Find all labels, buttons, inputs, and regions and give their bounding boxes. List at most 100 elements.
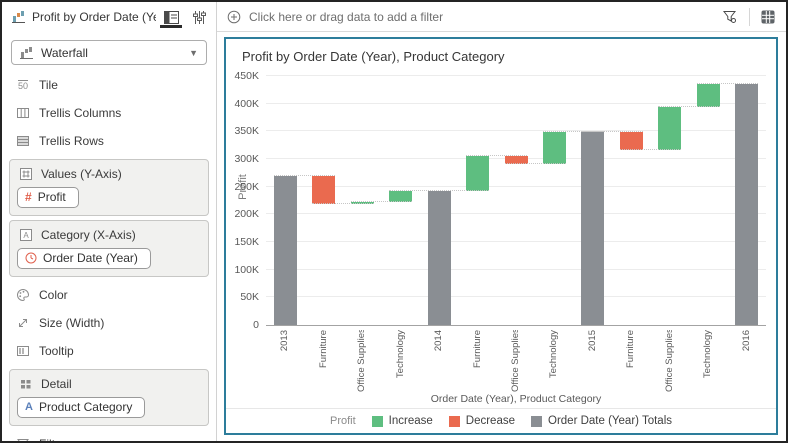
gridline xyxy=(266,268,766,270)
y-tick-label: 450K xyxy=(234,70,259,82)
x-tick-label: Technology xyxy=(702,330,714,379)
legend-title: Profit xyxy=(329,415,356,427)
sidebar-item-label: Size (Width) xyxy=(39,316,105,330)
sidebar-item-color[interactable]: Color xyxy=(2,281,216,309)
connector-line xyxy=(542,131,605,133)
plot-area: 0 50K 100K 150K 200K 250K 300K 350K 400K 450K xyxy=(234,70,766,331)
y-tick-label: 250K xyxy=(234,180,259,193)
toolbar-divider xyxy=(749,7,750,26)
legend-item-decrease[interactable]: Decrease xyxy=(448,415,515,427)
sidebar-header: Profit by Order Date (Year), Pr... xyxy=(2,2,216,32)
filter-placeholder: Click here or drag data to add a filter xyxy=(249,9,444,24)
increase-swatch xyxy=(371,415,383,427)
y-tick-label: 400K xyxy=(234,97,259,110)
connector-line xyxy=(312,202,374,204)
main-area: Click here or drag data to add a filter … xyxy=(217,2,786,441)
waterfall-bar-office-supplies-increase[interactable] xyxy=(658,107,682,151)
waterfall-bar-2016-total[interactable] xyxy=(735,84,759,325)
y-tick-label: 350K xyxy=(234,125,259,138)
settings-sliders-icon[interactable] xyxy=(190,6,208,28)
y-tick-label: 200K xyxy=(234,208,259,221)
chart-title: Profit by Order Date (Year), Product Cat… xyxy=(242,49,505,64)
y-tick-label: 0 xyxy=(253,319,259,331)
sidebar-item-size-width[interactable]: Size (Width) xyxy=(2,309,216,337)
sidebar-item-filters[interactable]: Filters xyxy=(2,430,216,441)
waterfall-bar-technology-increase[interactable] xyxy=(696,84,720,107)
gridline xyxy=(266,296,766,298)
x-tick-label: 2016 xyxy=(740,330,752,352)
x-tick-label: Office Supplies xyxy=(510,330,521,392)
chart-area: Profit 0 50K 100K 150K 200K 250K 300K 350K 400K 4… xyxy=(226,70,776,433)
connector-line xyxy=(581,131,643,133)
y-tick-label: 50K xyxy=(240,291,259,304)
pill-label: Profit xyxy=(37,190,66,204)
connector-line xyxy=(466,154,528,156)
product-category-pill[interactable]: A Product Category xyxy=(17,397,146,418)
clock-icon xyxy=(25,252,37,264)
sidebar-item-trellis-columns[interactable]: Trellis Columns xyxy=(2,99,216,127)
waterfall-bar-2013-total[interactable] xyxy=(273,175,297,325)
waterfall-bar-2015-total[interactable] xyxy=(581,132,605,325)
visualization-card[interactable]: Profit by Order Date (Year), Product Cat… xyxy=(224,37,778,435)
color-palette-icon xyxy=(16,288,30,302)
x-tick-label: Office Supplies xyxy=(356,330,368,392)
legend-label: Decrease xyxy=(465,415,515,427)
connector-line xyxy=(619,149,682,151)
legend-label: Order Date (Year) Totals xyxy=(548,415,673,427)
connector-line xyxy=(504,162,566,164)
sidebar-item-label: Tile xyxy=(39,78,58,92)
canvas: Profit by Order Date (Year), Product Cat… xyxy=(217,32,786,441)
legend: Profit Increase Decrease Order Date (Yea… xyxy=(226,408,776,433)
filter-options-icon[interactable] xyxy=(721,9,739,25)
gridline xyxy=(266,185,766,187)
sidebar-item-label: Tooltip xyxy=(39,344,74,358)
text-attribute-icon: A xyxy=(25,401,33,413)
x-tick-label: 2014 xyxy=(433,330,445,352)
waterfall-bar-furniture-increase[interactable] xyxy=(466,155,490,191)
legend-item-totals[interactable]: Order Date (Year) Totals xyxy=(531,415,672,427)
waterfall-bar-2014-total[interactable] xyxy=(427,190,451,325)
trellis-columns-icon xyxy=(16,106,30,120)
x-tick-label: 2013 xyxy=(279,330,291,352)
sidebar-item-tooltip[interactable]: Tooltip xyxy=(2,337,216,365)
add-filter-target[interactable]: Click here or drag data to add a filter xyxy=(227,10,713,24)
category-x-axis-section[interactable]: A Category (X-Axis) Order Date (Year) xyxy=(9,220,209,277)
gridline xyxy=(266,130,766,132)
waterfall-bar-furniture-decrease[interactable] xyxy=(312,175,336,204)
plus-circle-icon xyxy=(227,10,241,24)
gridline xyxy=(266,102,766,104)
gridline xyxy=(266,241,766,242)
sidebar-item-trellis-rows[interactable]: Trellis Rows xyxy=(2,127,216,155)
decrease-swatch xyxy=(448,415,460,427)
gridline xyxy=(266,213,766,215)
funnel-icon xyxy=(16,437,30,441)
grammar-panel-icon[interactable] xyxy=(160,6,182,28)
waterfall-bar-furniture-decrease[interactable] xyxy=(619,132,643,151)
grammar-panel: 50 Tile Trellis Columns Trellis Rows xyxy=(2,69,216,441)
legend-label: Increase xyxy=(388,415,433,427)
waterfall-bar-technology-increase[interactable] xyxy=(542,132,566,164)
profit-measure-pill[interactable]: # Profit xyxy=(17,187,79,208)
x-axis-title: Order Date (Year), Product Category xyxy=(430,393,602,405)
connector-line xyxy=(427,189,490,191)
legend-item-increase[interactable]: Increase xyxy=(371,415,433,427)
x-tick-label: 2015 xyxy=(586,330,598,352)
connector-line xyxy=(350,201,413,203)
visualization-type-dropdown[interactable]: Waterfall ▼ xyxy=(11,40,207,65)
x-tick-label: Furniture xyxy=(471,330,483,369)
detail-section[interactable]: Detail A Product Category xyxy=(9,369,209,426)
number-icon: # xyxy=(25,190,32,204)
values-y-axis-section[interactable]: Values (Y-Axis) # Profit xyxy=(9,159,209,216)
trellis-rows-icon xyxy=(16,134,30,148)
order-date-pill[interactable]: Order Date (Year) xyxy=(17,248,151,269)
connector-line xyxy=(658,106,720,107)
grammar-sidebar: Profit by Order Date (Year), Pr... Water… xyxy=(2,2,217,441)
sidebar-item-tile[interactable]: 50 Tile xyxy=(2,71,216,99)
waterfall-bar-office-supplies-decrease[interactable] xyxy=(504,155,528,164)
x-tick-label: Technology xyxy=(548,330,560,379)
connector-line xyxy=(273,174,336,176)
visualization-grid-icon[interactable] xyxy=(760,9,776,25)
waterfall-bar-technology-increase[interactable] xyxy=(389,190,413,203)
filter-bar: Click here or drag data to add a filter xyxy=(217,2,786,32)
x-tick-label: Furniture xyxy=(317,330,329,369)
